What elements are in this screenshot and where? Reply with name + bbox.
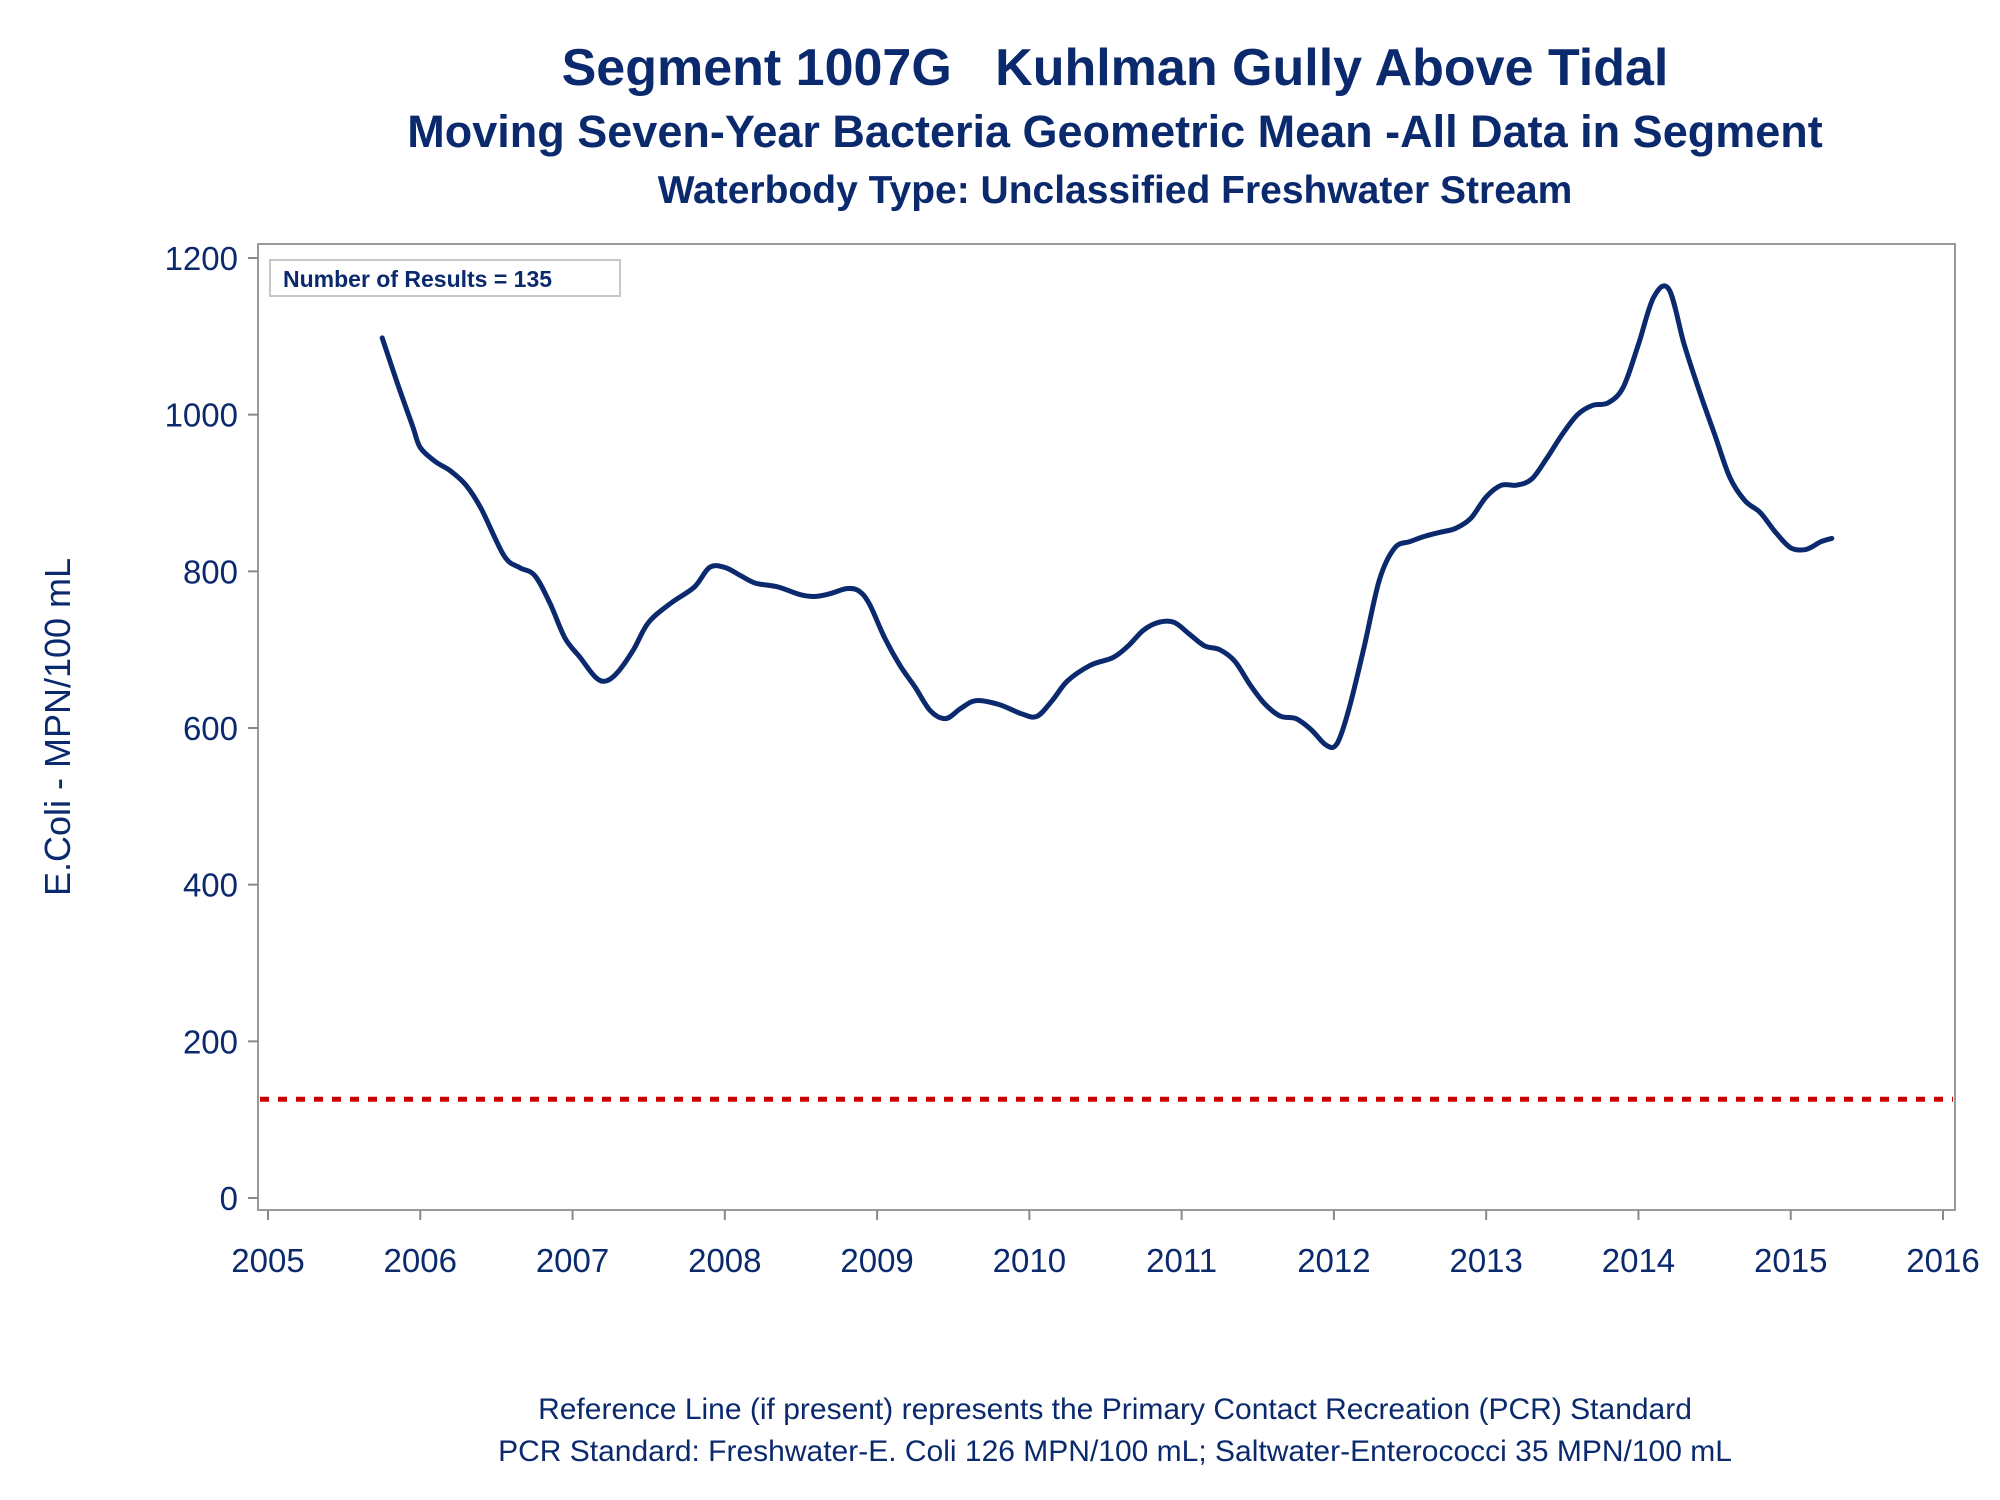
x-tick-label: 2011 bbox=[1146, 1242, 1217, 1279]
y-tick-label: 1000 bbox=[165, 397, 238, 434]
x-tick-label: 2008 bbox=[688, 1242, 761, 1279]
x-tick-label: 2013 bbox=[1449, 1242, 1522, 1279]
x-tick-label: 2016 bbox=[1906, 1242, 1979, 1279]
y-tick-label: 600 bbox=[183, 710, 238, 747]
y-axis-label: E.Coli - MPN/100 mL bbox=[37, 558, 78, 896]
series-layer bbox=[379, 283, 1835, 751]
footnote-pcr-standard: PCR Standard: Freshwater-E. Coli 126 MPN… bbox=[498, 1435, 1732, 1468]
chart-subtitle-waterbody: Waterbody Type: Unclassified Freshwater … bbox=[657, 169, 1573, 212]
x-tick-label: 2015 bbox=[1754, 1242, 1827, 1279]
x-tick-label: 2005 bbox=[231, 1242, 304, 1279]
y-tick-label: 400 bbox=[183, 867, 238, 904]
series-line-geometric-mean bbox=[379, 283, 1835, 751]
y-axis: 0 200 400 600 800 1000 1200 bbox=[165, 240, 258, 1217]
chart-title: Segment 1007G Kuhlman Gully Above Tidal bbox=[561, 39, 1669, 97]
x-tick-label: 2009 bbox=[840, 1242, 913, 1279]
y-tick-label: 0 bbox=[220, 1180, 238, 1217]
y-tick-label: 200 bbox=[183, 1023, 238, 1060]
chart-subtitle: Moving Seven-Year Bacteria Geometric Mea… bbox=[407, 106, 1823, 157]
x-tick-label: 2007 bbox=[536, 1242, 609, 1279]
annotation-box: Number of Results = 135 bbox=[269, 259, 621, 297]
x-tick-label: 2010 bbox=[993, 1242, 1066, 1279]
annotation-border bbox=[269, 259, 621, 297]
x-tick-label: 2014 bbox=[1602, 1242, 1675, 1279]
footnote-reference-line: Reference Line (if present) represents t… bbox=[538, 1393, 1692, 1426]
x-tick-label: 2012 bbox=[1297, 1242, 1370, 1279]
x-tick-label: 2006 bbox=[384, 1242, 457, 1279]
x-axis: 2005 2006 2007 2008 2009 2010 2011 2012 2013 2014… bbox=[231, 1210, 1980, 1279]
y-tick-label: 1200 bbox=[165, 240, 238, 277]
annotation-text: Number of Results = 135 bbox=[283, 266, 552, 292]
y-tick-label: 800 bbox=[183, 553, 238, 590]
